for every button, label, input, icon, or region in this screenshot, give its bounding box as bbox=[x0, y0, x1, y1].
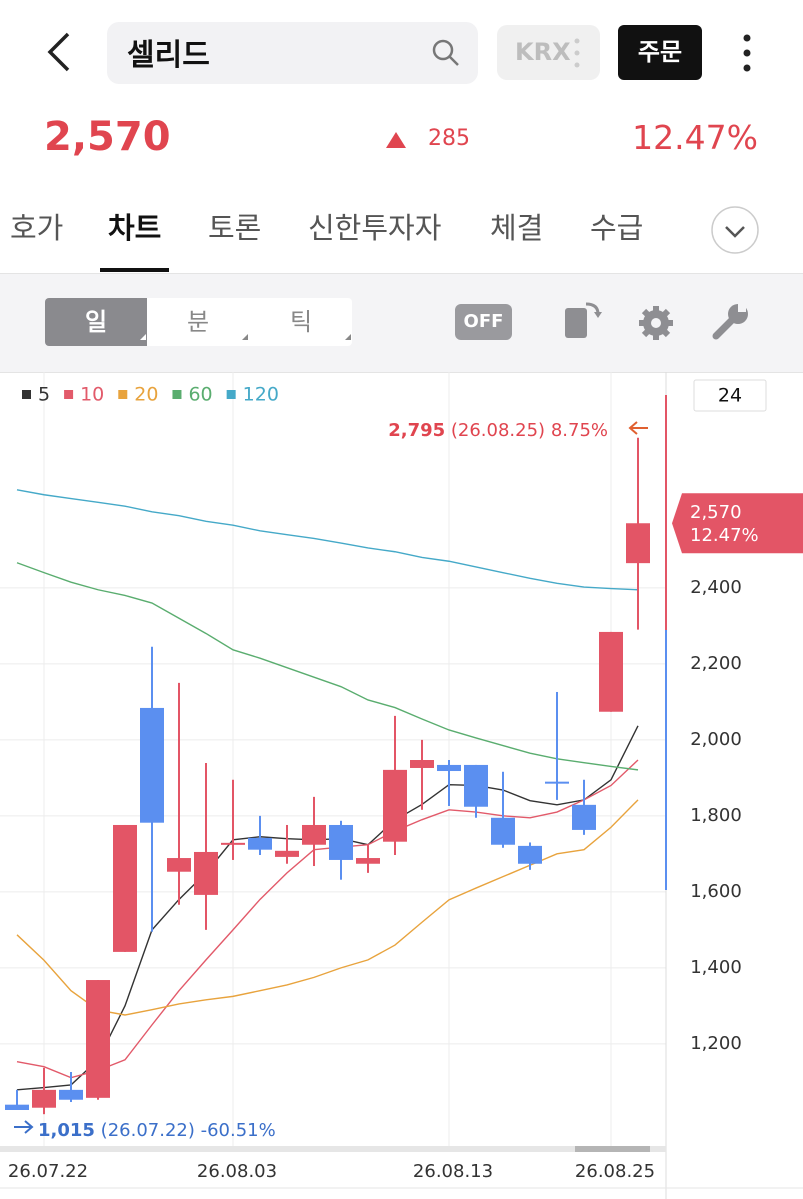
legend-label: 5 bbox=[38, 384, 50, 406]
count-box[interactable] bbox=[693, 379, 767, 412]
period-selector bbox=[147, 298, 352, 346]
search-box[interactable] bbox=[107, 22, 478, 84]
tab[interactable]: 차트 bbox=[108, 211, 162, 245]
change-rate: 12.47% bbox=[632, 118, 758, 157]
x-tick-label: 26.08.03 bbox=[197, 1161, 277, 1182]
tab[interactable]: 호가 bbox=[10, 211, 64, 245]
moving-average-line bbox=[16, 759, 639, 1079]
exchange-label: KRX bbox=[515, 38, 571, 66]
moving-average-line bbox=[16, 725, 639, 1091]
candle-body bbox=[356, 858, 380, 864]
candle-body bbox=[464, 764, 488, 807]
more-menu[interactable] bbox=[740, 33, 754, 73]
legend-swatch bbox=[172, 390, 182, 399]
candle-body bbox=[113, 824, 137, 952]
max-rate: 8.75% bbox=[551, 420, 608, 441]
legend-label: 120 bbox=[243, 384, 279, 406]
exchange-button[interactable]: KRX bbox=[497, 25, 600, 80]
price-tag-rate: 12.47% bbox=[690, 525, 759, 546]
candle-body bbox=[572, 804, 596, 830]
period-corners bbox=[140, 334, 351, 340]
x-tick-label: 26.07.22 bbox=[8, 1161, 88, 1182]
candle-body bbox=[140, 707, 164, 823]
candle-body bbox=[194, 851, 218, 895]
tab[interactable]: 신한투자자 bbox=[308, 211, 442, 245]
price-tag bbox=[672, 493, 803, 554]
search-text: 셀리드 bbox=[127, 38, 210, 73]
period-button[interactable]: 틱 bbox=[289, 308, 313, 336]
y-tick-label: 1,800 bbox=[690, 805, 742, 826]
candle-body bbox=[5, 1104, 29, 1110]
min-rate: -60.51% bbox=[201, 1120, 276, 1141]
candle-body bbox=[32, 1089, 56, 1108]
max-arrow bbox=[628, 421, 648, 435]
x-tick-label: 26.08.13 bbox=[413, 1161, 493, 1182]
tab[interactable]: 수급 bbox=[590, 211, 644, 245]
candle-body bbox=[383, 769, 407, 842]
max-date: (26.08.25) bbox=[451, 420, 545, 441]
toggle-button[interactable]: OFF bbox=[455, 304, 512, 340]
exchange-dots bbox=[574, 38, 580, 68]
search-icon[interactable] bbox=[430, 37, 462, 69]
y-tick-label: 1,600 bbox=[690, 881, 742, 902]
period-button[interactable]: 분 bbox=[186, 308, 210, 336]
y-tick-label: 2,400 bbox=[690, 577, 742, 598]
y-tick-label: 2,200 bbox=[690, 653, 742, 674]
min-date: (26.07.22) bbox=[101, 1120, 195, 1141]
tab-expand[interactable] bbox=[710, 205, 760, 255]
y-tick-label: 1,200 bbox=[690, 1033, 742, 1054]
y-tick-label: 1,400 bbox=[690, 957, 742, 978]
moving-average-line bbox=[16, 562, 639, 771]
candle-body bbox=[410, 760, 434, 768]
up-arrow bbox=[386, 132, 406, 148]
toolbar-icons[interactable] bbox=[560, 296, 760, 346]
legend-label: 20 bbox=[134, 384, 158, 406]
legend-swatch bbox=[118, 390, 128, 399]
candle-body bbox=[491, 817, 515, 845]
max-label: 2,795 (26.08.25) 8.75% bbox=[388, 420, 608, 441]
candle-body bbox=[545, 781, 569, 784]
price-change: 285 bbox=[428, 126, 470, 151]
candle-body bbox=[626, 523, 650, 564]
order-button[interactable]: 주문 bbox=[618, 25, 702, 80]
tab-underline bbox=[100, 268, 169, 272]
moving-average-line bbox=[16, 489, 639, 591]
max-price: 2,795 bbox=[388, 420, 445, 441]
candle-body bbox=[518, 845, 542, 864]
legend-label: 60 bbox=[188, 384, 212, 406]
visible-count: 24 bbox=[718, 385, 742, 407]
candle-body bbox=[59, 1089, 83, 1100]
legend-label: 10 bbox=[80, 384, 104, 406]
tab[interactable]: 토론 bbox=[208, 211, 262, 245]
price-tag-price: 2,570 bbox=[690, 502, 742, 523]
candle-body bbox=[302, 824, 326, 845]
moving-average-line bbox=[16, 799, 639, 1016]
candle-body bbox=[167, 858, 191, 872]
min-price: 1,015 bbox=[38, 1120, 95, 1141]
period-button[interactable]: 일 bbox=[45, 298, 147, 346]
candle-body bbox=[437, 764, 461, 772]
min-label: 1,015 (26.07.22) -60.51% bbox=[38, 1120, 276, 1141]
legend-swatch bbox=[226, 390, 236, 399]
candle-body bbox=[329, 824, 353, 860]
back-button[interactable] bbox=[40, 30, 76, 74]
candle-body bbox=[275, 850, 299, 857]
candle-body bbox=[248, 837, 272, 850]
candle-body bbox=[221, 842, 245, 845]
y-tick-label: 2,000 bbox=[690, 729, 742, 750]
candle-body bbox=[86, 980, 110, 1098]
tab[interactable]: 체결 bbox=[490, 211, 544, 245]
current-price: 2,570 bbox=[44, 114, 171, 160]
legend-swatch bbox=[64, 390, 74, 399]
min-arrow bbox=[14, 1120, 34, 1134]
candle-body bbox=[599, 631, 623, 712]
legend-swatch bbox=[22, 390, 31, 399]
x-tick-label: 26.08.25 bbox=[575, 1161, 655, 1182]
